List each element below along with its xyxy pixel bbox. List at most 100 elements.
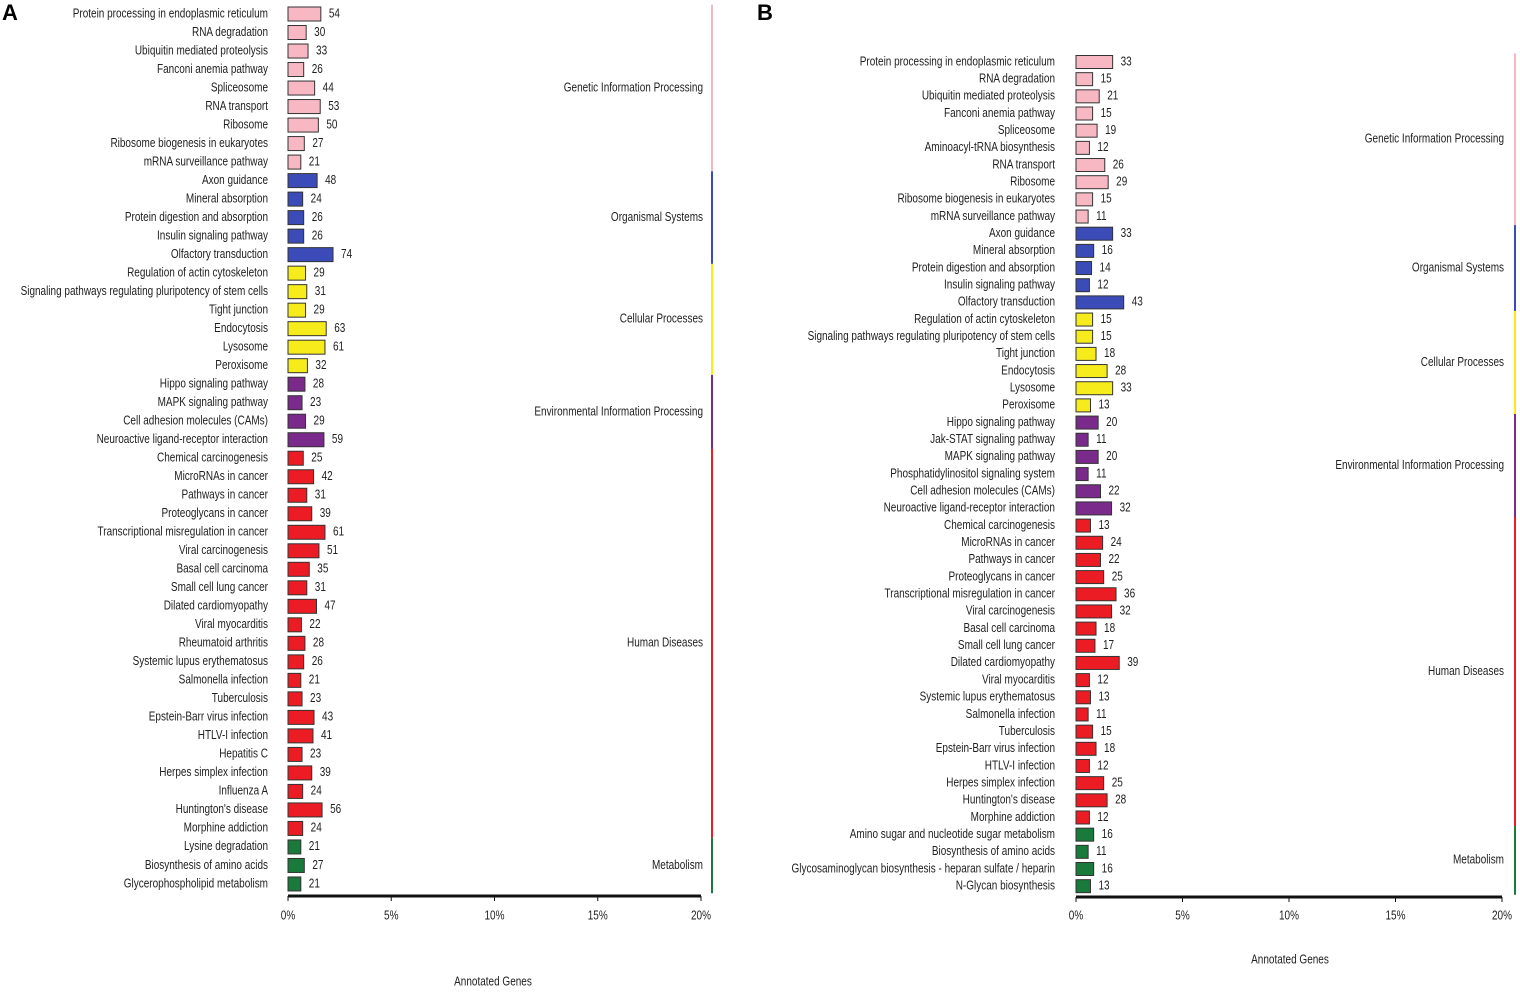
category-label: Salmonella infection	[179, 674, 268, 687]
category-label: Glycosaminoglycan biosynthesis - heparan…	[791, 862, 1055, 875]
category-label: Basal cell carcinoma	[963, 622, 1055, 635]
bar	[1075, 55, 1114, 69]
count-label: 28	[313, 637, 324, 650]
category-label: Epstein-Barr virus infection	[936, 742, 1055, 755]
category-label: Biosynthesis of amino acids	[145, 859, 268, 872]
category-label: RNA transport	[992, 158, 1055, 171]
count-label: 51	[327, 544, 338, 557]
category-label: Viral carcinogenesis	[966, 605, 1055, 618]
count-label: 28	[313, 378, 324, 391]
category-label: Ubiquitin mediated proteolysis	[922, 90, 1055, 103]
category-label: Aminoacyl-tRNA biosynthesis	[925, 141, 1056, 154]
bar	[287, 210, 305, 226]
group-label: Metabolism	[652, 859, 703, 872]
bar	[287, 413, 307, 429]
count-label: 32	[1120, 605, 1131, 618]
category-label: N-Glycan biosynthesis	[956, 880, 1056, 893]
count-label: 30	[314, 26, 325, 39]
count-label: 28	[1115, 794, 1126, 807]
category-label: Endocytosis	[214, 322, 268, 335]
count-label: 28	[1115, 364, 1126, 377]
category-label: Hippo signaling pathway	[947, 416, 1056, 429]
category-label: Pathways in cancer	[968, 553, 1055, 566]
bar	[1075, 140, 1090, 155]
bar	[287, 524, 326, 540]
count-label: 15	[1101, 193, 1112, 206]
bar	[1075, 484, 1101, 499]
bar	[1075, 552, 1101, 567]
group-label: Genetic Information Processing	[1365, 133, 1504, 146]
count-label: 53	[328, 100, 339, 113]
category-label: Protein processing in endoplasmic reticu…	[73, 7, 268, 20]
bar	[287, 80, 316, 96]
bar	[1075, 175, 1109, 190]
count-label: 21	[1107, 90, 1118, 103]
category-label: Peroxisome	[215, 359, 268, 372]
count-label: 19	[1105, 124, 1116, 137]
bar	[1075, 810, 1090, 825]
count-label: 22	[1108, 485, 1119, 498]
count-label: 24	[311, 785, 322, 798]
count-label: 26	[1113, 158, 1124, 171]
category-label: Tight junction	[209, 304, 268, 317]
count-label: 11	[1096, 210, 1106, 223]
bar	[1075, 879, 1091, 894]
group-label: Environmental Information Processing	[534, 405, 703, 418]
bar	[1075, 673, 1090, 688]
bar	[1075, 570, 1105, 585]
bar	[1075, 295, 1125, 310]
bar	[1075, 329, 1094, 344]
bar	[1075, 690, 1091, 705]
bar	[287, 672, 302, 688]
category-label: MAPK signaling pathway	[158, 396, 269, 409]
category-label: Regulation of actin cytoskeleton	[914, 313, 1055, 326]
bar	[1075, 432, 1089, 447]
bar	[287, 432, 325, 448]
category-label: MicroRNAs in cancer	[174, 470, 268, 483]
category-label: Dilated cardiomyopathy	[164, 600, 269, 613]
category-label: Peroxisome	[1002, 399, 1055, 412]
category-label: Insulin signaling pathway	[157, 229, 268, 242]
count-label: 29	[314, 304, 325, 317]
bar	[1075, 844, 1089, 859]
bar	[1075, 501, 1113, 516]
bar	[1075, 638, 1096, 653]
count-label: 11	[1096, 433, 1106, 446]
x-tick-label: 5%	[384, 909, 398, 922]
category-label: Signaling pathways regulating pluripoten…	[808, 330, 1056, 343]
category-label: Viral myocarditis	[982, 673, 1055, 686]
category-label: Herpes simplex infection	[946, 776, 1055, 789]
x-tick-label: 0%	[1069, 909, 1083, 922]
category-label: Tuberculosis	[212, 692, 269, 705]
category-label: Fanconi anemia pathway	[157, 63, 268, 76]
category-label: Viral carcinogenesis	[179, 544, 268, 557]
category-label: Axon guidance	[202, 174, 268, 187]
category-label: Hepatitis C	[219, 748, 268, 761]
count-label: 15	[1101, 73, 1112, 86]
count-label: 11	[1096, 845, 1106, 858]
bar	[1075, 312, 1094, 327]
bar	[1075, 793, 1108, 808]
count-label: 29	[1116, 176, 1127, 189]
bar	[1075, 741, 1097, 756]
bar	[1075, 398, 1091, 413]
category-label: Huntington's disease	[176, 803, 268, 816]
category-label: Protein digestion and absorption	[912, 261, 1055, 274]
group-label: Organismal Systems	[1412, 261, 1504, 274]
bar	[287, 191, 304, 207]
count-label: 22	[309, 618, 320, 631]
bar	[1075, 467, 1089, 482]
category-label: Regulation of actin cytoskeleton	[127, 266, 268, 279]
count-label: 74	[341, 248, 352, 261]
bar	[287, 450, 304, 466]
bar	[1075, 381, 1114, 396]
bar	[287, 321, 327, 337]
count-label: 27	[312, 137, 323, 150]
bar	[287, 228, 305, 244]
category-label: Tight junction	[996, 347, 1055, 360]
bar	[287, 62, 305, 78]
category-label: Cell adhesion molecules (CAMs)	[123, 415, 268, 428]
count-label: 43	[1132, 296, 1143, 309]
category-label: Tuberculosis	[999, 725, 1056, 738]
